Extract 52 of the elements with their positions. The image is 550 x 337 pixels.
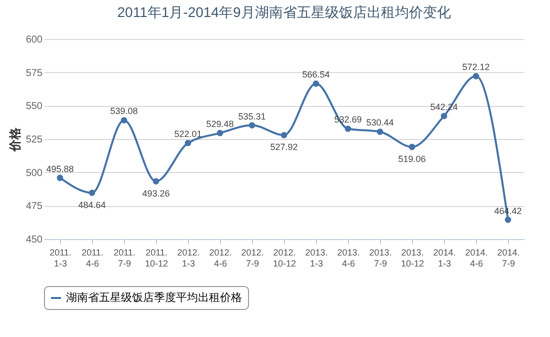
- y-tick-label: 575: [26, 68, 43, 79]
- point: [472, 73, 480, 80]
- x-tick-label: 2012.7-9: [241, 248, 264, 268]
- y-tick-label: 525: [26, 134, 43, 146]
- x-tick-label: 2012.4-6: [209, 248, 232, 268]
- x-tick-label: 2014.7-9: [497, 248, 520, 268]
- x-tick-label: 2012.1-3: [177, 248, 200, 268]
- data-label: 495.88: [46, 164, 74, 174]
- x-tick-label: 2011.7-9: [114, 248, 136, 268]
- point: [440, 112, 448, 120]
- data-label: 484.64: [78, 200, 106, 210]
- point: [152, 178, 160, 184]
- data-label: 535.31: [238, 111, 266, 122]
- data-label: 566.54: [302, 70, 330, 80]
- data-label: 493.26: [142, 188, 170, 198]
- chart-title: 2011年1月-2014年9月湖南省五星级饭店出租均价变化: [117, 4, 451, 20]
- x-tick-label: 2013.10-12: [400, 248, 424, 268]
- x-tick-label: 2011.4-6: [82, 248, 104, 268]
- point: [120, 117, 128, 124]
- x-tick-label: 2013.7-9: [369, 248, 392, 268]
- y-tick-label: 550: [26, 101, 43, 112]
- x-tick-label: 2011.1-3: [50, 248, 72, 268]
- x-tick-label: 2011.10-12: [144, 248, 168, 268]
- y-axis-title: 价格: [8, 126, 22, 152]
- y-tick-label: 450: [26, 234, 43, 246]
- x-tick-label: 2012.10-12: [272, 248, 296, 268]
- point: [344, 126, 352, 132]
- point: [280, 132, 288, 138]
- data-label: 527.92: [270, 142, 298, 152]
- point: [184, 140, 192, 146]
- x-tick-label: 2013.1-3: [305, 248, 328, 268]
- y-tick-label: 600: [26, 34, 43, 46]
- x-tick-label: 2014.4-6: [465, 248, 488, 268]
- point: [88, 190, 96, 196]
- data-label: 519.06: [398, 154, 426, 164]
- y-tick-label: 475: [26, 201, 43, 212]
- data-label: 572.12: [462, 62, 490, 72]
- data-label: 539.08: [110, 106, 138, 116]
- x-tick-label: 2013.4-6: [337, 248, 360, 268]
- legend-label: 湖南省五星级饭店季度平均出租价格: [66, 291, 242, 304]
- x-tick-label: 2014.1-3: [433, 248, 456, 268]
- point: [312, 80, 320, 87]
- data-label: 529.48: [206, 119, 234, 130]
- data-label: 530.44: [366, 118, 394, 128]
- data-label: 522.01: [174, 128, 202, 139]
- point: [408, 144, 416, 150]
- point: [504, 216, 512, 223]
- point: [56, 174, 64, 181]
- y-tick-label: 500: [26, 168, 43, 179]
- point: [216, 130, 224, 136]
- point: [248, 122, 256, 128]
- point: [376, 128, 384, 135]
